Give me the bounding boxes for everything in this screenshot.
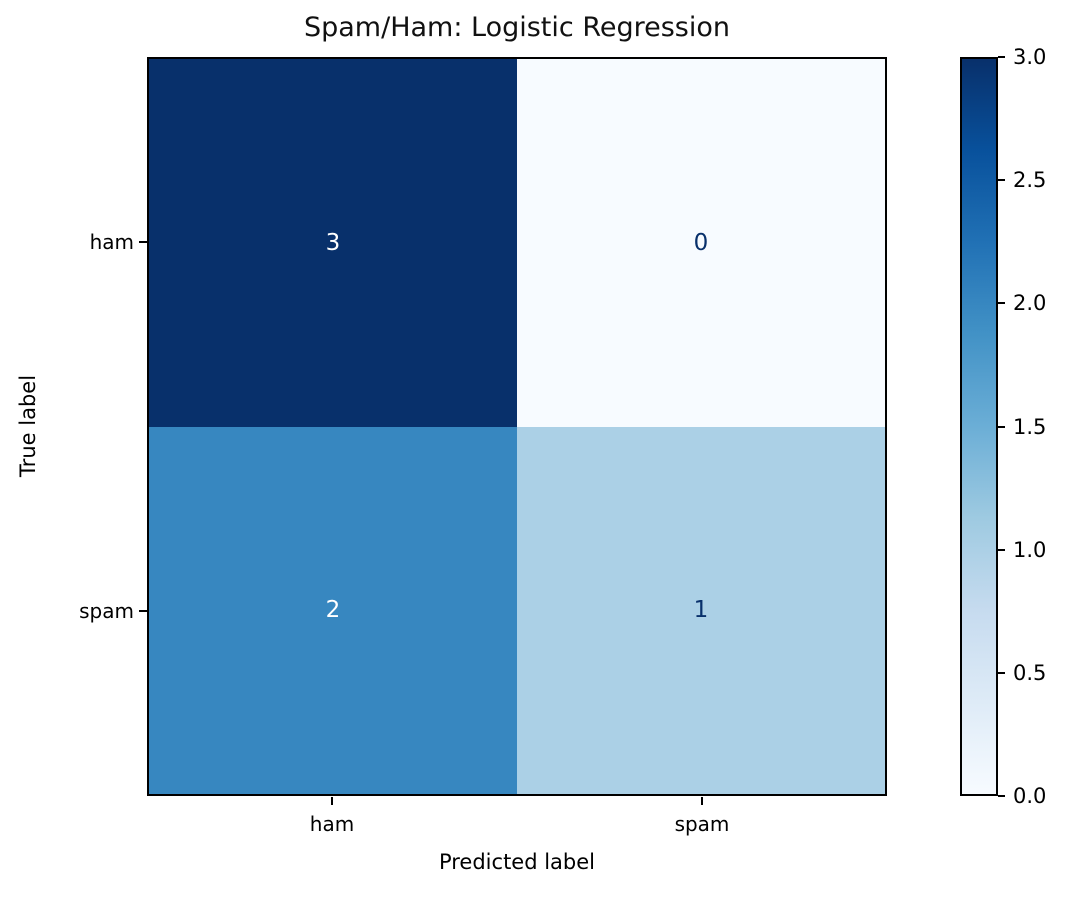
heatmap-cell-true-ham-pred-ham: 3 — [149, 59, 517, 427]
colorbar-tick-label: 1.0 — [1013, 537, 1047, 562]
colorbar-tick-mark — [998, 302, 1005, 305]
colorbar-tick-mark — [998, 425, 1005, 428]
colorbar-gradient — [960, 57, 998, 796]
colorbar-tick-mark — [998, 179, 1005, 182]
colorbar-tick-label: 0.5 — [1013, 660, 1047, 685]
colorbar-tick-label: 1.5 — [1013, 414, 1047, 439]
colorbar-tick-mark — [998, 56, 1005, 58]
x-tick-label-ham: ham — [309, 812, 355, 836]
colorbar-tick-mark — [998, 795, 1005, 797]
x-tick-mark-ham — [331, 797, 333, 805]
colorbar-tick-mark — [998, 671, 1005, 674]
colorbar-tick-label: 2.5 — [1013, 168, 1047, 193]
y-tick-mark-spam — [139, 610, 147, 612]
colorbar-tick-mark — [998, 548, 1005, 551]
y-tick-label-spam: spam — [79, 599, 134, 623]
x-axis-label: Predicted label — [438, 850, 596, 874]
heatmap-cell-true-spam-pred-ham: 2 — [149, 426, 517, 794]
heatmap-grid: 3 0 2 1 — [147, 57, 887, 796]
x-tick-mark-spam — [701, 797, 703, 805]
y-axis-label: True label — [16, 374, 40, 478]
heatmap-cell-true-spam-pred-spam: 1 — [517, 426, 885, 794]
x-tick-label-spam: spam — [674, 812, 730, 836]
colorbar-tick-label: 0.0 — [1013, 784, 1047, 808]
y-tick-mark-ham — [139, 241, 147, 243]
chart-title: Spam/Ham: Logistic Regression — [303, 12, 731, 43]
y-tick-label-ham: ham — [89, 230, 134, 254]
colorbar-ticks: 3.0 2.5 2.0 1.5 1.0 0.5 0.0 — [998, 45, 1078, 808]
heatmap-cell-true-ham-pred-spam: 0 — [517, 59, 885, 427]
colorbar-tick-label: 2.0 — [1013, 291, 1047, 316]
colorbar-tick-label: 3.0 — [1013, 45, 1047, 69]
